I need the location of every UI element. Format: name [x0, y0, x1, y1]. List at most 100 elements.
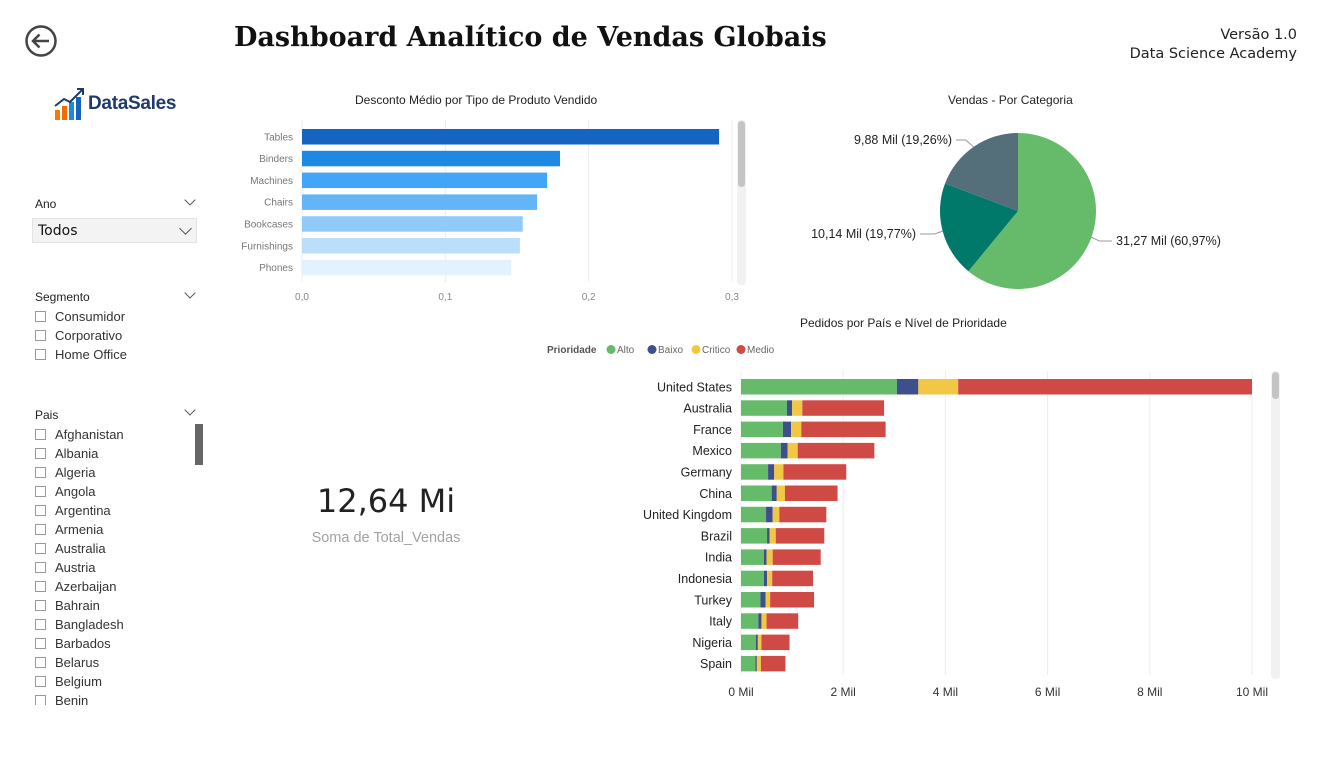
pie-slice[interactable] — [968, 133, 1096, 289]
bar-segment[interactable] — [772, 570, 814, 587]
checkbox[interactable] — [35, 467, 46, 478]
bar-segment[interactable] — [770, 592, 815, 608]
bar-segment[interactable] — [766, 506, 773, 523]
bar-segment[interactable] — [776, 485, 785, 502]
checkbox[interactable] — [35, 505, 46, 516]
checkbox[interactable] — [35, 448, 46, 459]
bar-segment[interactable] — [767, 528, 770, 544]
bar[interactable] — [302, 129, 720, 145]
bar-segment[interactable] — [741, 421, 783, 438]
bar-segment[interactable] — [761, 634, 790, 651]
bar[interactable] — [302, 150, 560, 167]
bar-segment[interactable] — [792, 400, 803, 416]
bar[interactable] — [302, 216, 523, 232]
chevron-down-icon[interactable] — [184, 287, 196, 299]
pie-slice[interactable] — [940, 183, 1018, 272]
bar-segment[interactable] — [741, 634, 756, 651]
legend-label[interactable]: Baixo — [658, 345, 683, 356]
chart-scrollbar-track[interactable] — [1271, 371, 1280, 679]
bar-segment[interactable] — [741, 613, 759, 629]
bar[interactable] — [302, 172, 548, 189]
bar[interactable] — [302, 259, 512, 276]
checkbox[interactable] — [35, 600, 46, 611]
checkbox[interactable] — [35, 429, 46, 440]
bar-segment[interactable] — [783, 464, 847, 480]
bar-segment[interactable] — [741, 549, 764, 565]
bar-segment[interactable] — [791, 421, 802, 438]
bar-segment[interactable] — [741, 570, 764, 587]
bar-segment[interactable] — [741, 442, 781, 459]
bar-segment[interactable] — [760, 592, 766, 608]
pie-slice[interactable] — [945, 133, 1018, 211]
checkbox-item[interactable]: Bahrain — [35, 596, 100, 615]
checkbox[interactable] — [35, 330, 46, 341]
checkbox[interactable] — [35, 562, 46, 573]
pais-scrollbar[interactable] — [195, 424, 203, 465]
chevron-down-icon[interactable] — [184, 404, 196, 416]
back-arrow-icon[interactable] — [24, 24, 58, 58]
bar-segment[interactable] — [775, 528, 825, 544]
legend-label[interactable]: Alto — [617, 345, 635, 356]
bar-segment[interactable] — [767, 570, 773, 587]
checkbox[interactable] — [35, 486, 46, 497]
checkbox[interactable] — [35, 543, 46, 554]
checkbox[interactable] — [35, 695, 46, 705]
checkbox-item[interactable]: Consumidor — [35, 307, 125, 326]
bar-segment[interactable] — [765, 592, 771, 608]
bar-segment[interactable] — [896, 379, 919, 395]
bar-segment[interactable] — [741, 379, 897, 395]
bar-segment[interactable] — [797, 442, 875, 459]
bar-segment[interactable] — [769, 528, 776, 544]
bar-segment[interactable] — [741, 400, 787, 416]
bar-segment[interactable] — [801, 421, 886, 438]
checkbox-item[interactable]: Barbados — [35, 634, 111, 653]
checkbox-item[interactable]: Afghanistan — [35, 425, 124, 444]
checkbox-item[interactable]: Home Office — [35, 345, 127, 364]
legend-label[interactable]: Medio — [747, 345, 775, 356]
checkbox-item[interactable]: Benin — [35, 691, 88, 705]
checkbox[interactable] — [35, 311, 46, 322]
checkbox-item[interactable]: Azerbaijan — [35, 577, 116, 596]
bar-segment[interactable] — [766, 549, 773, 565]
bar-segment[interactable] — [768, 464, 775, 480]
checkbox-item[interactable]: Belarus — [35, 653, 99, 672]
checkbox[interactable] — [35, 581, 46, 592]
checkbox-item[interactable]: Belgium — [35, 672, 102, 691]
bar-segment[interactable] — [787, 442, 798, 459]
checkbox-item[interactable]: Albania — [35, 444, 98, 463]
bar-segment[interactable] — [758, 613, 762, 629]
bar[interactable] — [302, 238, 520, 254]
bar-segment[interactable] — [741, 506, 767, 523]
checkbox-item[interactable]: Algeria — [35, 463, 95, 482]
checkbox[interactable] — [35, 524, 46, 535]
bar-segment[interactable] — [782, 421, 792, 438]
bar-segment[interactable] — [766, 613, 799, 629]
bar-segment[interactable] — [741, 655, 756, 672]
checkbox[interactable] — [35, 657, 46, 668]
checkbox-item[interactable]: Australia — [35, 539, 106, 558]
bar-segment[interactable] — [918, 379, 959, 395]
checkbox[interactable] — [35, 619, 46, 630]
checkbox-item[interactable]: Bangladesh — [35, 615, 124, 634]
bar-segment[interactable] — [763, 549, 767, 565]
bar-segment[interactable] — [786, 400, 793, 416]
checkbox[interactable] — [35, 349, 46, 360]
bar-segment[interactable] — [784, 485, 838, 502]
checkbox-item[interactable]: Angola — [35, 482, 95, 501]
bar-segment[interactable] — [757, 634, 762, 651]
bar-segment[interactable] — [755, 655, 757, 672]
legend-label[interactable]: Critico — [702, 345, 731, 356]
bar-segment[interactable] — [771, 485, 777, 502]
bar-segment[interactable] — [802, 400, 885, 416]
checkbox-item[interactable]: Argentina — [35, 501, 111, 520]
checkbox[interactable] — [35, 638, 46, 649]
bar[interactable] — [302, 194, 538, 210]
bar-segment[interactable] — [741, 592, 761, 608]
bar-segment[interactable] — [780, 442, 788, 459]
chevron-down-icon[interactable] — [184, 194, 196, 206]
bar-segment[interactable] — [755, 634, 758, 651]
bar-segment[interactable] — [741, 485, 772, 502]
bar-segment[interactable] — [772, 549, 821, 565]
checkbox-item[interactable]: Austria — [35, 558, 95, 577]
bar-segment[interactable] — [772, 506, 780, 523]
